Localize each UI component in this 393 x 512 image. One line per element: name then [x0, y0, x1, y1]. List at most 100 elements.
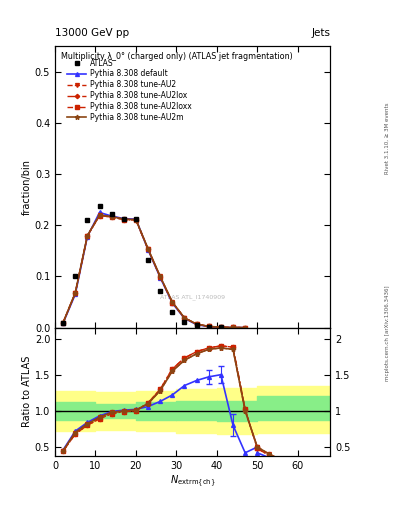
Line: Pythia 8.308 tune-AU2m: Pythia 8.308 tune-AU2m: [61, 212, 248, 330]
Pythia 8.308 tune-AU2loxx: [194, 321, 199, 327]
Pythia 8.308 tune-AU2lox: [206, 324, 211, 330]
Pythia 8.308 tune-AU2: [182, 315, 187, 321]
Text: ATLAS ATL_I1740909: ATLAS ATL_I1740909: [160, 294, 225, 300]
Pythia 8.308 default: [134, 216, 138, 222]
ATLAS: [97, 203, 102, 209]
ATLAS: [194, 322, 199, 328]
Line: Pythia 8.308 tune-AU2loxx: Pythia 8.308 tune-AU2loxx: [62, 214, 247, 329]
Pythia 8.308 default: [219, 324, 223, 330]
Pythia 8.308 tune-AU2m: [134, 217, 138, 223]
Pythia 8.308 tune-AU2m: [243, 325, 248, 331]
Pythia 8.308 tune-AU2: [231, 325, 235, 331]
Pythia 8.308 tune-AU2lox: [85, 233, 90, 239]
Pythia 8.308 tune-AU2m: [194, 321, 199, 327]
Pythia 8.308 tune-AU2m: [182, 315, 187, 321]
X-axis label: $N_{\rm extrm\{ch\}}$: $N_{\rm extrm\{ch\}}$: [170, 473, 215, 489]
Pythia 8.308 tune-AU2: [194, 321, 199, 327]
Text: Multiplicity λ_0° (charged only) (ATLAS jet fragmentation): Multiplicity λ_0° (charged only) (ATLAS …: [61, 52, 292, 61]
Pythia 8.308 default: [121, 216, 126, 222]
Pythia 8.308 tune-AU2: [73, 290, 77, 296]
ATLAS: [170, 309, 175, 315]
Pythia 8.308 tune-AU2m: [121, 216, 126, 222]
Text: 13000 GeV pp: 13000 GeV pp: [55, 28, 129, 38]
Pythia 8.308 default: [243, 325, 248, 331]
Pythia 8.308 tune-AU2lox: [134, 217, 138, 223]
Pythia 8.308 tune-AU2lox: [121, 217, 126, 223]
Text: mcplots.cern.ch [arXiv:1306.3436]: mcplots.cern.ch [arXiv:1306.3436]: [385, 285, 390, 380]
Pythia 8.308 tune-AU2: [170, 299, 175, 305]
Pythia 8.308 tune-AU2: [109, 214, 114, 220]
Pythia 8.308 default: [61, 320, 66, 326]
Line: Pythia 8.308 default: Pythia 8.308 default: [61, 210, 247, 330]
Pythia 8.308 tune-AU2lox: [243, 325, 248, 331]
Pythia 8.308 tune-AU2m: [85, 232, 90, 239]
Pythia 8.308 tune-AU2: [134, 217, 138, 223]
Pythia 8.308 default: [146, 247, 151, 253]
ATLAS: [134, 216, 138, 222]
Pythia 8.308 tune-AU2m: [231, 325, 235, 331]
Text: Jets: Jets: [311, 28, 330, 38]
Pythia 8.308 tune-AU2lox: [109, 214, 114, 220]
ATLAS: [158, 288, 163, 294]
Pythia 8.308 tune-AU2m: [206, 324, 211, 330]
Pythia 8.308 tune-AU2loxx: [121, 217, 126, 223]
Pythia 8.308 tune-AU2m: [109, 214, 114, 220]
Pythia 8.308 default: [231, 325, 235, 331]
Pythia 8.308 tune-AU2lox: [231, 325, 235, 331]
Pythia 8.308 tune-AU2loxx: [134, 217, 138, 223]
ATLAS: [206, 324, 211, 330]
Pythia 8.308 tune-AU2loxx: [219, 324, 223, 330]
Pythia 8.308 tune-AU2: [121, 216, 126, 222]
Pythia 8.308 tune-AU2loxx: [243, 325, 248, 331]
Pythia 8.308 tune-AU2: [219, 324, 223, 330]
Pythia 8.308 default: [97, 209, 102, 216]
Pythia 8.308 tune-AU2loxx: [109, 214, 114, 220]
Pythia 8.308 tune-AU2m: [219, 324, 223, 330]
ATLAS: [61, 319, 66, 326]
Pythia 8.308 tune-AU2m: [170, 299, 175, 305]
Pythia 8.308 tune-AU2lox: [194, 321, 199, 327]
Pythia 8.308 default: [109, 213, 114, 219]
Pythia 8.308 tune-AU2loxx: [206, 324, 211, 330]
Pythia 8.308 tune-AU2loxx: [97, 212, 102, 219]
Pythia 8.308 default: [170, 300, 175, 306]
Pythia 8.308 default: [206, 324, 211, 330]
Pythia 8.308 tune-AU2m: [146, 246, 151, 252]
Pythia 8.308 tune-AU2loxx: [146, 246, 151, 252]
Pythia 8.308 tune-AU2loxx: [182, 315, 187, 321]
Pythia 8.308 tune-AU2: [85, 232, 90, 239]
Pythia 8.308 tune-AU2lox: [170, 300, 175, 306]
Line: Pythia 8.308 tune-AU2: Pythia 8.308 tune-AU2: [61, 213, 247, 330]
Pythia 8.308 tune-AU2: [146, 246, 151, 252]
Pythia 8.308 tune-AU2loxx: [158, 274, 163, 280]
Pythia 8.308 tune-AU2: [97, 212, 102, 218]
Pythia 8.308 tune-AU2lox: [158, 274, 163, 280]
ATLAS: [121, 216, 126, 222]
Pythia 8.308 tune-AU2loxx: [61, 319, 66, 326]
Pythia 8.308 tune-AU2m: [158, 273, 163, 280]
Line: ATLAS: ATLAS: [61, 203, 223, 330]
Pythia 8.308 tune-AU2m: [73, 290, 77, 296]
Pythia 8.308 tune-AU2m: [61, 319, 66, 326]
ATLAS: [146, 257, 151, 263]
Pythia 8.308 tune-AU2loxx: [231, 325, 235, 331]
Pythia 8.308 default: [73, 291, 77, 297]
Pythia 8.308 tune-AU2: [158, 273, 163, 280]
Pythia 8.308 default: [194, 322, 199, 328]
Text: Rivet 3.1.10, ≥ 3M events: Rivet 3.1.10, ≥ 3M events: [385, 102, 390, 174]
ATLAS: [182, 318, 187, 325]
Pythia 8.308 tune-AU2loxx: [73, 290, 77, 296]
ATLAS: [85, 217, 90, 223]
ATLAS: [109, 211, 114, 217]
Pythia 8.308 default: [182, 315, 187, 322]
Pythia 8.308 tune-AU2lox: [73, 290, 77, 296]
Pythia 8.308 tune-AU2m: [97, 212, 102, 218]
Pythia 8.308 tune-AU2lox: [219, 324, 223, 330]
Pythia 8.308 tune-AU2: [243, 325, 248, 331]
ATLAS: [219, 324, 223, 330]
Pythia 8.308 tune-AU2: [206, 324, 211, 330]
Pythia 8.308 tune-AU2lox: [146, 246, 151, 252]
Pythia 8.308 tune-AU2lox: [182, 315, 187, 321]
Pythia 8.308 tune-AU2lox: [61, 319, 66, 326]
Line: Pythia 8.308 tune-AU2lox: Pythia 8.308 tune-AU2lox: [62, 214, 247, 329]
